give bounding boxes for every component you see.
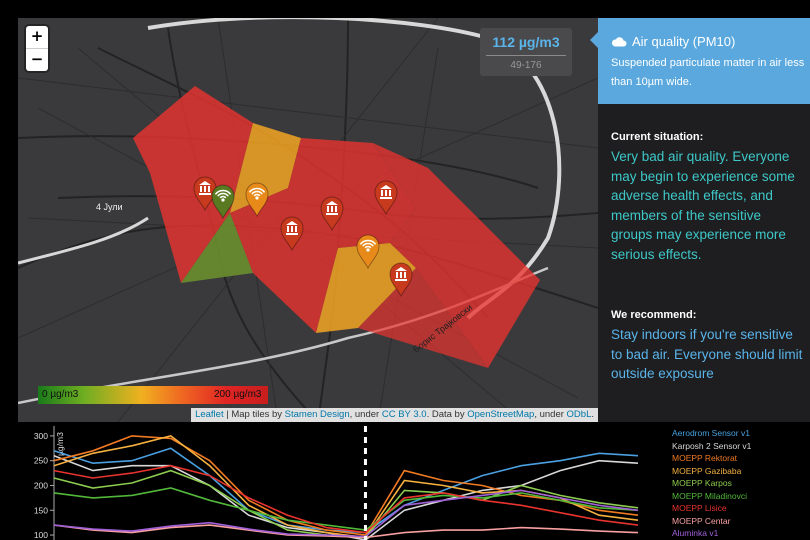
attribution-text: , under [349, 409, 382, 420]
panel-description: Suspended particulate matter in air less… [611, 57, 805, 88]
chart-plot: 100 150 200 250 300 µg/m3 [34, 426, 639, 540]
panel-title: Air quality (PM10) [632, 34, 736, 49]
map[interactable]: 4 Јули Борис Трајковски + − 112 µg/m3 49… [18, 18, 598, 422]
series-line[interactable] [53, 489, 639, 538]
cc-link[interactable]: CC BY 3.0 [381, 409, 427, 420]
aq-zone-orange[interactable] [316, 243, 416, 333]
attribution-text: . Data by [426, 409, 468, 420]
situation-label: Current situation: [611, 131, 704, 143]
odbl-link[interactable]: ODbL [566, 409, 592, 420]
divider [486, 55, 566, 56]
aq-zone-red[interactable] [230, 138, 416, 333]
legend-entry[interactable]: MOEPP Rektorat [672, 453, 738, 463]
header-pointer [590, 32, 598, 48]
map-marker[interactable] [320, 196, 344, 232]
map-marker[interactable] [356, 234, 380, 270]
panel-header: Air quality (PM10) Suspended particulate… [590, 18, 810, 104]
history-chart[interactable]: 100 150 200 250 300 µg/m3 Aerodrom Sensor v1 K… [18, 422, 810, 540]
map-marker[interactable] [211, 184, 235, 220]
app-frame: 4 Јули Борис Трајковски + − 112 µg/m3 49… [18, 18, 810, 540]
zoom-control: + − [26, 26, 48, 71]
map-tiles: 4 Јули Борис Трајковски [18, 18, 598, 422]
museum-icon [380, 185, 392, 199]
museum-icon [199, 181, 211, 195]
legend-entry[interactable]: MOEPP Miladinovci [672, 490, 747, 501]
y-tick-label: 150 [34, 505, 48, 515]
aq-zone-red[interactable] [373, 143, 540, 368]
osm-link[interactable]: OpenStreetMap [467, 409, 535, 420]
museum-icon [395, 267, 407, 281]
y-tick-label: 200 [34, 480, 48, 490]
legend-entry[interactable]: MOEPP Lisice [672, 503, 727, 513]
current-value: 112 µg/m3 [492, 34, 560, 50]
museum-icon [286, 221, 298, 235]
map-marker[interactable] [245, 182, 269, 218]
leaflet-link[interactable]: Leaflet [195, 409, 224, 420]
legend-entry[interactable]: Karposh 2 Sensor v1 [672, 440, 752, 451]
museum-icon [326, 201, 338, 215]
color-scale-legend: 0 µg/m3 200 µg/m3 [38, 386, 268, 404]
series-line[interactable] [53, 435, 639, 539]
zoom-out-button[interactable]: − [26, 48, 48, 71]
series-line[interactable] [53, 524, 639, 539]
y-tick-label: 250 [34, 456, 48, 466]
zoom-in-button[interactable]: + [30, 27, 44, 45]
attribution-text: | Map tiles by [223, 409, 285, 420]
current-value-box: 112 µg/m3 49-176 [480, 28, 572, 76]
aq-zone-red[interactable] [133, 86, 253, 283]
wifi-icon [214, 189, 232, 202]
attribution-text: . [591, 409, 594, 420]
wifi-icon [359, 239, 377, 252]
map-marker[interactable] [389, 262, 413, 298]
map-attribution: Leaflet | Map tiles by Stamen Design, un… [191, 408, 598, 422]
series-line[interactable] [53, 487, 639, 531]
y-tick-label: 100 [34, 530, 48, 540]
legend-entry[interactable]: MOEPP Gazibaba [672, 465, 742, 476]
road-label: 4 Јули [96, 202, 123, 212]
recommend-text: Stay indoors if you're sensitive to bad … [611, 327, 803, 381]
legend-entry[interactable]: MOEPP Karpos [672, 478, 732, 488]
series-line[interactable] [53, 447, 639, 534]
wifi-icon [248, 187, 266, 200]
y-tick-label: 300 [34, 431, 48, 441]
info-panel: Air quality (PM10) Suspended particulate… [590, 18, 810, 422]
recommend-label: We recommend: [611, 309, 697, 321]
aq-zone-red[interactable] [358, 268, 488, 368]
legend-entry[interactable]: Aluminka v1 [672, 528, 719, 538]
aq-zone-green[interactable] [181, 213, 253, 283]
legend-entry[interactable]: Aerodrom Sensor v1 [672, 428, 750, 438]
scale-min-label: 0 µg/m3 [42, 389, 79, 400]
panel-title-row: Air quality (PM10) [611, 34, 735, 49]
value-range: 49-176 [510, 60, 542, 71]
map-marker[interactable] [280, 216, 304, 252]
chart-legend: Aerodrom Sensor v1 Karposh 2 Sensor v1 MOE… [672, 427, 751, 540]
highway [18, 216, 149, 265]
scale-max-label: 200 µg/m3 [214, 389, 262, 400]
legend-entry[interactable]: MOEPP Centar [672, 515, 731, 526]
cloud-icon [611, 37, 627, 47]
situation-text: Very bad air quality. Everyone may begin… [611, 149, 795, 262]
series-line[interactable] [53, 435, 639, 536]
map-marker[interactable] [374, 180, 398, 216]
y-axis-label: µg/m3 [55, 432, 65, 456]
attribution-text: , under [534, 409, 567, 420]
stamen-link[interactable]: Stamen Design [284, 409, 350, 420]
series-line[interactable] [53, 464, 639, 534]
